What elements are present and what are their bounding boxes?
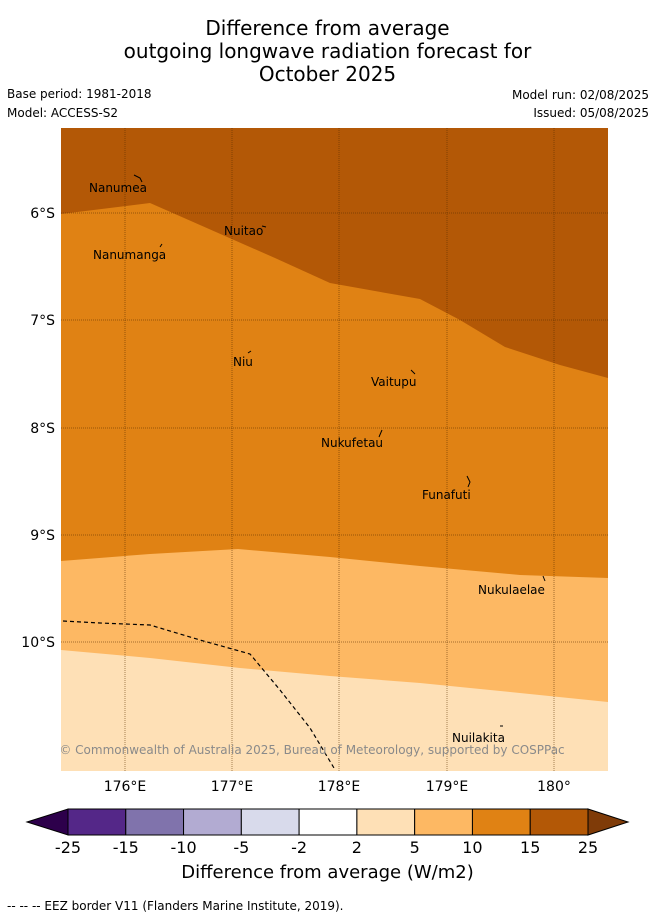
- title-line-2: outgoing longwave radiation forecast for: [123, 39, 532, 63]
- colorbar-title: Difference from average (W/m2): [181, 862, 474, 883]
- contour-band-2-5: [61, 650, 608, 771]
- lat-label-8s: 8°S: [30, 421, 55, 437]
- colorbar-tick-label: 10: [462, 838, 482, 857]
- colorbar-segment-7: [471, 808, 531, 836]
- colorbar-tick-label: -2: [291, 838, 307, 857]
- colorbar-segment-5: [356, 808, 416, 836]
- place-label-funafuti: Funafuti: [422, 488, 471, 502]
- colorbar-segment-8: [529, 808, 589, 836]
- place-label-niu: Niu: [233, 355, 253, 369]
- colorbar-tick-label: -10: [170, 838, 196, 857]
- title-line-3: October 2025: [258, 62, 397, 86]
- lon-label-176e: 176°E: [104, 779, 147, 795]
- colorbar-tick-label: 25: [578, 838, 598, 857]
- island-nukulaelae-mark: [542, 575, 546, 582]
- colorbar-segment-6: [414, 808, 473, 836]
- issued-date: Issued: 05/08/2025: [533, 106, 649, 120]
- colorbar-segment-2: [183, 808, 242, 836]
- island-funafuti-mark: [466, 475, 471, 488]
- place-label-nanumea: Nanumea: [89, 181, 147, 195]
- colorbar-tick-label: -5: [233, 838, 249, 857]
- lat-label-9s: 9°S: [30, 528, 55, 544]
- place-label-nukulaelae: Nukulaelae: [478, 583, 545, 597]
- island-nanumanga-mark: [159, 243, 163, 248]
- eez-legend: -- -- -- EEZ border V11 (Flanders Marine…: [7, 899, 344, 913]
- colorbar-tick-label: -25: [55, 838, 81, 857]
- place-label-nanumanga: Nanumanga: [93, 248, 166, 262]
- contour-fields: [61, 128, 608, 771]
- colorbar-tick-label: 2: [352, 838, 362, 857]
- map-title: Difference from average outgoing longwav…: [0, 17, 655, 86]
- colorbar-segment-1: [125, 808, 185, 836]
- lon-label-178e: 178°E: [318, 779, 361, 795]
- model-run: Model run: 02/08/2025: [511, 88, 649, 102]
- copyright-notice: © Commonwealth of Australia 2025, Bureau…: [59, 743, 564, 757]
- island-marks: [133, 174, 546, 727]
- colorbar-segment-4: [298, 808, 358, 836]
- colorbar-tick-label: -15: [113, 838, 139, 857]
- colorbar: -25 -15 -10 -5 -2 2 5 10 15 25: [25, 808, 630, 857]
- lon-label-180: 180°: [537, 779, 571, 795]
- lat-label-7s: 7°S: [30, 313, 55, 329]
- colorbar-tick-label: 15: [520, 838, 540, 857]
- colorbar-segment-0: [67, 808, 127, 836]
- place-label-nuilakita: Nuilakita: [452, 731, 505, 745]
- place-label-nuitao: Nuitao: [224, 224, 263, 238]
- island-niu-mark: [247, 350, 252, 354]
- title-line-1: Difference from average: [205, 16, 450, 40]
- colorbar-under-arrow: [25, 808, 69, 836]
- colorbar-ticks: -25 -15 -10 -5 -2 2 5 10 15 25: [55, 838, 598, 857]
- lon-label-179e: 179°E: [426, 779, 469, 795]
- place-label-vaitupu: Vaitupu: [371, 375, 417, 389]
- lat-label-6s: 6°S: [30, 206, 55, 222]
- colorbar-tick-label: 5: [410, 838, 420, 857]
- forecast-map: Nanumea Nuitao Nanumanga Niu Vaitupu Nuk…: [21, 128, 630, 857]
- island-nukufetau-mark: [378, 429, 383, 438]
- lat-label-10s: 10°S: [21, 635, 55, 651]
- colorbar-segment-3: [240, 808, 300, 836]
- island-nuitao-mark: [261, 225, 267, 228]
- island-vaitupu-mark: [410, 369, 416, 375]
- lon-label-177e: 177°E: [211, 779, 254, 795]
- place-label-nukufetau: Nukufetau: [321, 436, 383, 450]
- colorbar-segments: [67, 808, 589, 836]
- colorbar-over-arrow: [587, 808, 630, 836]
- model-name: Model: ACCESS-S2: [7, 106, 119, 120]
- island-nanumea-mark: [133, 174, 143, 183]
- base-period: Base period: 1981-2018: [7, 87, 152, 101]
- eez-border: [62, 620, 335, 769]
